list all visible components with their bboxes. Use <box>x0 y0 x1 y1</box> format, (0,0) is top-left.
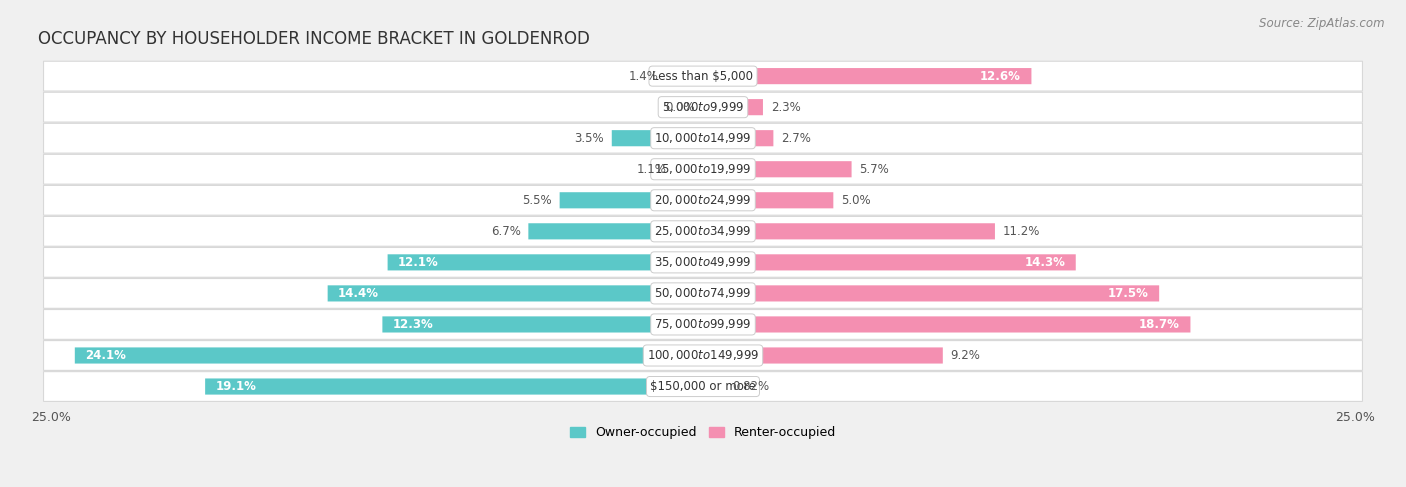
Text: $100,000 to $149,999: $100,000 to $149,999 <box>647 349 759 362</box>
FancyBboxPatch shape <box>703 130 773 146</box>
FancyBboxPatch shape <box>388 254 703 270</box>
FancyBboxPatch shape <box>44 123 1362 153</box>
FancyBboxPatch shape <box>666 68 703 84</box>
FancyBboxPatch shape <box>44 186 1362 215</box>
Text: OCCUPANCY BY HOUSEHOLDER INCOME BRACKET IN GOLDENROD: OCCUPANCY BY HOUSEHOLDER INCOME BRACKET … <box>38 30 591 48</box>
Text: $10,000 to $14,999: $10,000 to $14,999 <box>654 131 752 145</box>
Text: 5.5%: 5.5% <box>522 194 551 207</box>
FancyBboxPatch shape <box>703 99 763 115</box>
Text: $20,000 to $24,999: $20,000 to $24,999 <box>654 193 752 207</box>
Text: Less than $5,000: Less than $5,000 <box>652 70 754 83</box>
FancyBboxPatch shape <box>44 247 1362 277</box>
FancyBboxPatch shape <box>675 161 703 177</box>
Text: 14.3%: 14.3% <box>1025 256 1066 269</box>
Text: 1.4%: 1.4% <box>628 70 658 83</box>
Text: 24.1%: 24.1% <box>86 349 127 362</box>
Text: Source: ZipAtlas.com: Source: ZipAtlas.com <box>1260 17 1385 30</box>
FancyBboxPatch shape <box>44 340 1362 371</box>
FancyBboxPatch shape <box>44 279 1362 308</box>
Text: 2.7%: 2.7% <box>782 131 811 145</box>
FancyBboxPatch shape <box>703 192 834 208</box>
FancyBboxPatch shape <box>44 92 1362 122</box>
FancyBboxPatch shape <box>328 285 703 301</box>
Text: 0.0%: 0.0% <box>665 101 695 113</box>
FancyBboxPatch shape <box>703 254 1076 270</box>
Text: 0.82%: 0.82% <box>733 380 769 393</box>
FancyBboxPatch shape <box>44 310 1362 339</box>
FancyBboxPatch shape <box>703 378 724 394</box>
Text: 5.0%: 5.0% <box>841 194 870 207</box>
FancyBboxPatch shape <box>703 285 1159 301</box>
Text: 19.1%: 19.1% <box>215 380 256 393</box>
FancyBboxPatch shape <box>612 130 703 146</box>
Text: $15,000 to $19,999: $15,000 to $19,999 <box>654 162 752 176</box>
Text: $35,000 to $49,999: $35,000 to $49,999 <box>654 255 752 269</box>
Text: $25,000 to $34,999: $25,000 to $34,999 <box>654 225 752 238</box>
FancyBboxPatch shape <box>703 223 995 240</box>
Text: 12.1%: 12.1% <box>398 256 439 269</box>
Legend: Owner-occupied, Renter-occupied: Owner-occupied, Renter-occupied <box>565 421 841 444</box>
Text: 14.4%: 14.4% <box>337 287 380 300</box>
Text: 12.3%: 12.3% <box>392 318 433 331</box>
Text: 2.3%: 2.3% <box>770 101 800 113</box>
FancyBboxPatch shape <box>44 372 1362 401</box>
Text: $50,000 to $74,999: $50,000 to $74,999 <box>654 286 752 300</box>
Text: $5,000 to $9,999: $5,000 to $9,999 <box>662 100 744 114</box>
Text: 6.7%: 6.7% <box>491 225 520 238</box>
Text: 11.2%: 11.2% <box>1002 225 1040 238</box>
Text: $150,000 or more: $150,000 or more <box>650 380 756 393</box>
FancyBboxPatch shape <box>44 216 1362 246</box>
Text: 17.5%: 17.5% <box>1108 287 1149 300</box>
FancyBboxPatch shape <box>560 192 703 208</box>
Text: 5.7%: 5.7% <box>859 163 889 176</box>
FancyBboxPatch shape <box>529 223 703 240</box>
Text: 9.2%: 9.2% <box>950 349 980 362</box>
Text: 18.7%: 18.7% <box>1139 318 1180 331</box>
FancyBboxPatch shape <box>703 68 1032 84</box>
FancyBboxPatch shape <box>382 317 703 333</box>
FancyBboxPatch shape <box>205 378 703 394</box>
FancyBboxPatch shape <box>75 347 703 364</box>
Text: $75,000 to $99,999: $75,000 to $99,999 <box>654 318 752 332</box>
Text: 1.1%: 1.1% <box>637 163 666 176</box>
FancyBboxPatch shape <box>703 317 1191 333</box>
Text: 3.5%: 3.5% <box>574 131 605 145</box>
FancyBboxPatch shape <box>44 61 1362 91</box>
FancyBboxPatch shape <box>703 161 852 177</box>
Text: 12.6%: 12.6% <box>980 70 1021 83</box>
FancyBboxPatch shape <box>703 347 943 364</box>
FancyBboxPatch shape <box>44 154 1362 184</box>
